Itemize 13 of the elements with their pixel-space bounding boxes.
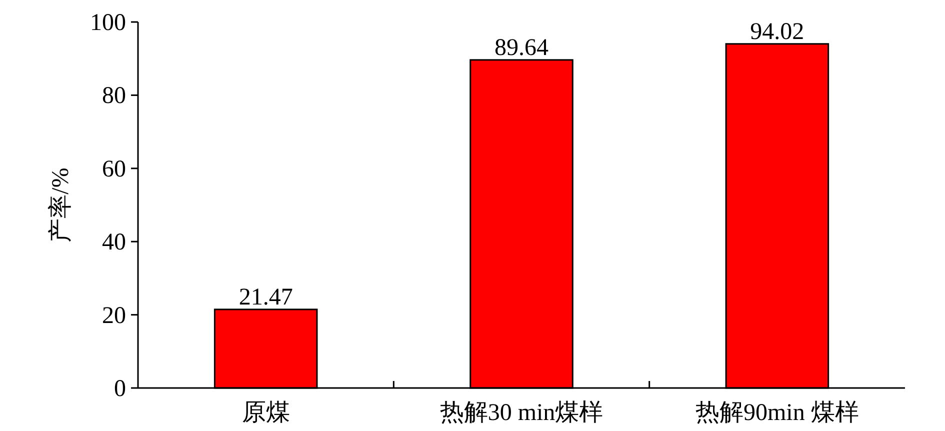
- y-tick-label: 80: [102, 83, 126, 110]
- y-tick-label: 40: [102, 230, 126, 256]
- y-tick-label: 60: [102, 156, 126, 182]
- y-tick-label: 100: [90, 10, 126, 36]
- x-tick-label: 热解90min 煤样: [695, 400, 859, 426]
- y-tick-label: 0: [114, 376, 126, 402]
- data-label: 21.47: [238, 284, 293, 310]
- y-tick-label: 20: [102, 302, 126, 329]
- x-tick-label: 原煤: [242, 400, 290, 426]
- x-tick-label: 热解30 min煤样: [440, 400, 604, 426]
- data-label: 94.02: [750, 18, 804, 45]
- data-label: 89.64: [494, 34, 548, 61]
- y-axis-title: 产率/%: [47, 168, 74, 242]
